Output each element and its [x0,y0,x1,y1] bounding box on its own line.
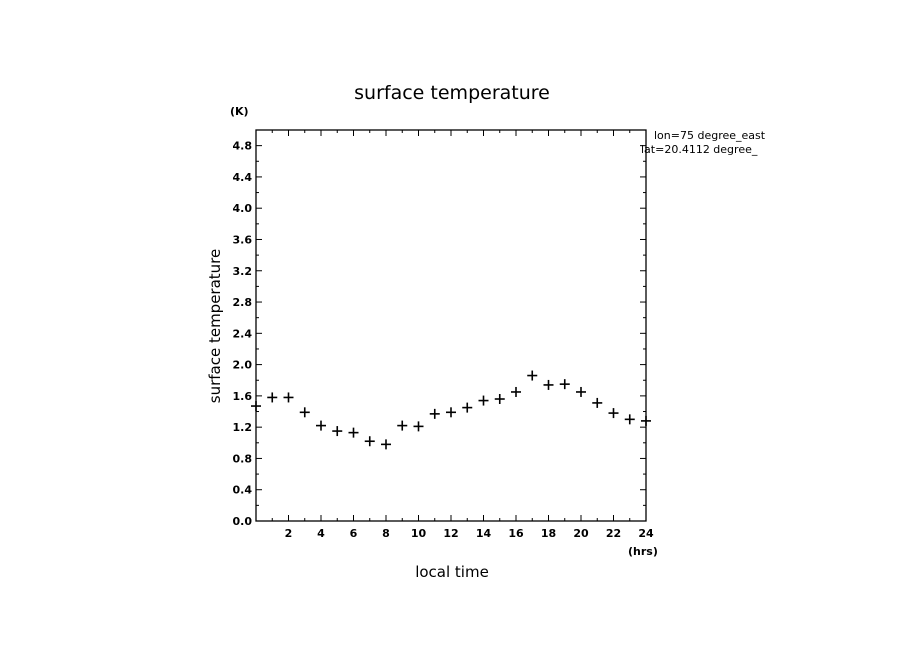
data-point [576,386,586,397]
data-point [316,420,326,431]
data-point [494,394,505,405]
x-axis-title: local time [415,563,489,581]
x-tick-label: 6 [350,527,358,540]
data-point [283,392,294,403]
data-point [397,420,408,431]
x-tick-label: 10 [411,527,427,540]
y-tick-label: 2.4 [233,327,253,340]
data-point [267,392,278,403]
data-point [299,407,310,418]
y-tick-label: 3.2 [233,265,253,278]
y-tick-label: 4.8 [233,140,253,153]
data-point [559,379,570,390]
data-point [478,395,489,406]
data-point [348,427,359,438]
chart-title: surface temperature [354,82,550,104]
y-tick-label: 1.6 [233,390,253,403]
data-point [429,408,440,419]
x-tick-label: 2 [285,527,293,540]
data-point [527,370,538,381]
y-tick-label: 1.2 [233,421,253,434]
x-tick-label: 24 [638,527,654,540]
y-tick-label: 2.0 [233,359,253,372]
x-unit-label: (hrs) [628,545,658,558]
data-point [543,379,554,390]
y-unit-label: (K) [230,105,249,118]
x-tick-label: 22 [606,527,621,540]
annotation-lon: lon=75 degree_east [654,129,766,142]
data-points [251,370,651,450]
data-point [641,415,651,426]
x-tick-label: 18 [541,527,556,540]
data-point [608,408,619,419]
data-point [381,439,391,450]
x-tick-label: 12 [443,527,458,540]
data-point [364,436,375,447]
data-point [446,407,456,418]
x-tick-label: 14 [476,527,492,540]
x-tick-label: 20 [573,527,589,540]
data-point [592,397,603,408]
data-point [511,386,521,397]
data-point [251,401,261,412]
y-tick-label: 4.0 [233,202,253,215]
y-tick-label: 0.8 [233,452,253,465]
x-tick-label: 4 [317,527,325,540]
annotation-lat: lat=20.4112 degree_ [641,143,758,156]
y-tick-label: 0.4 [233,484,253,497]
plot-frame [255,129,647,522]
x-axis: 2 4 6 8 10 12 14 16 18 20 22 24 [271,130,654,540]
y-tick-label: 0.0 [233,515,253,528]
y-axis: 0.0 0.4 0.8 1.2 1.6 2.0 2.4 2.8 3.2 3.6 4.0 4.4 4.8 [233,140,646,528]
y-tick-label: 3.6 [233,233,253,246]
data-point [462,402,473,413]
x-tick-label: 8 [382,527,390,540]
data-point [624,414,635,425]
data-point [413,421,424,432]
x-tick-label: 16 [508,527,524,540]
y-axis-title: surface temperature [206,249,224,404]
y-tick-label: 4.4 [233,171,253,184]
y-tick-label: 2.8 [233,296,253,309]
data-point [332,426,343,437]
